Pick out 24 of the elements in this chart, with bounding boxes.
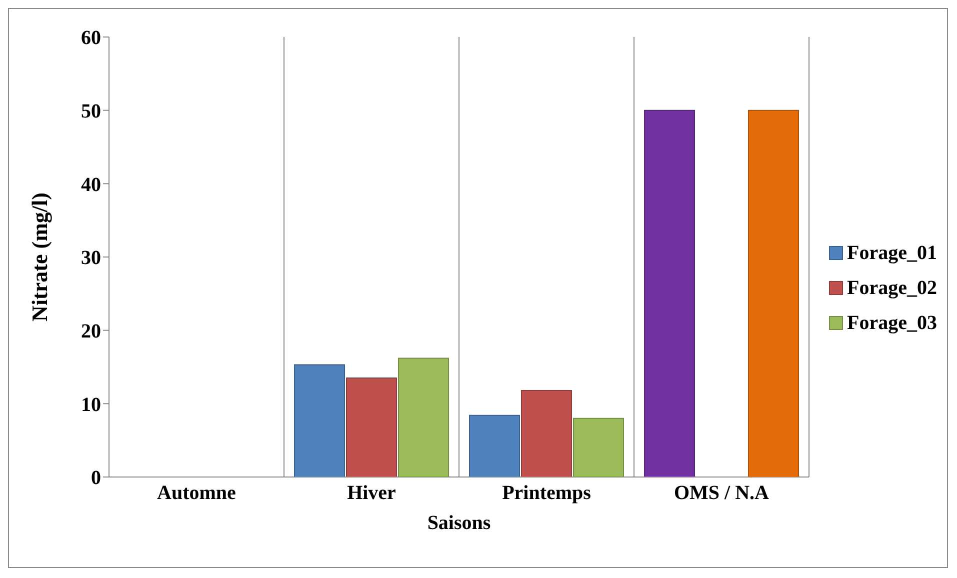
y-tick-label: 20 (81, 320, 101, 342)
x-tick-label: OMS / N.A (674, 482, 770, 504)
y-tick-label: 40 (81, 174, 101, 196)
y-tick-label: 0 (91, 467, 101, 490)
legend-label: Forage_02 (847, 276, 937, 300)
x-tick-label: Automne (157, 482, 236, 504)
bar (294, 364, 346, 477)
bar (644, 110, 696, 477)
legend-label: Forage_01 (847, 242, 937, 264)
y-tick-label: 30 (81, 247, 101, 270)
x-tick-label: Hiver (347, 482, 396, 504)
bar (469, 414, 520, 477)
y-tick-label: 60 (81, 27, 101, 50)
x-tick-label: Printemps (502, 482, 592, 504)
bar (398, 358, 450, 477)
y-tick-label: 10 (81, 394, 101, 416)
bar (748, 110, 800, 477)
bar (346, 378, 398, 477)
bar (521, 390, 572, 477)
bar (573, 418, 624, 477)
y-tick-label: 50 (81, 100, 101, 122)
legend-label: Forage_03 (847, 312, 937, 334)
y-axis-title: Nitrate (mg/l) (26, 192, 52, 322)
x-axis-title: Saisons (427, 512, 491, 534)
